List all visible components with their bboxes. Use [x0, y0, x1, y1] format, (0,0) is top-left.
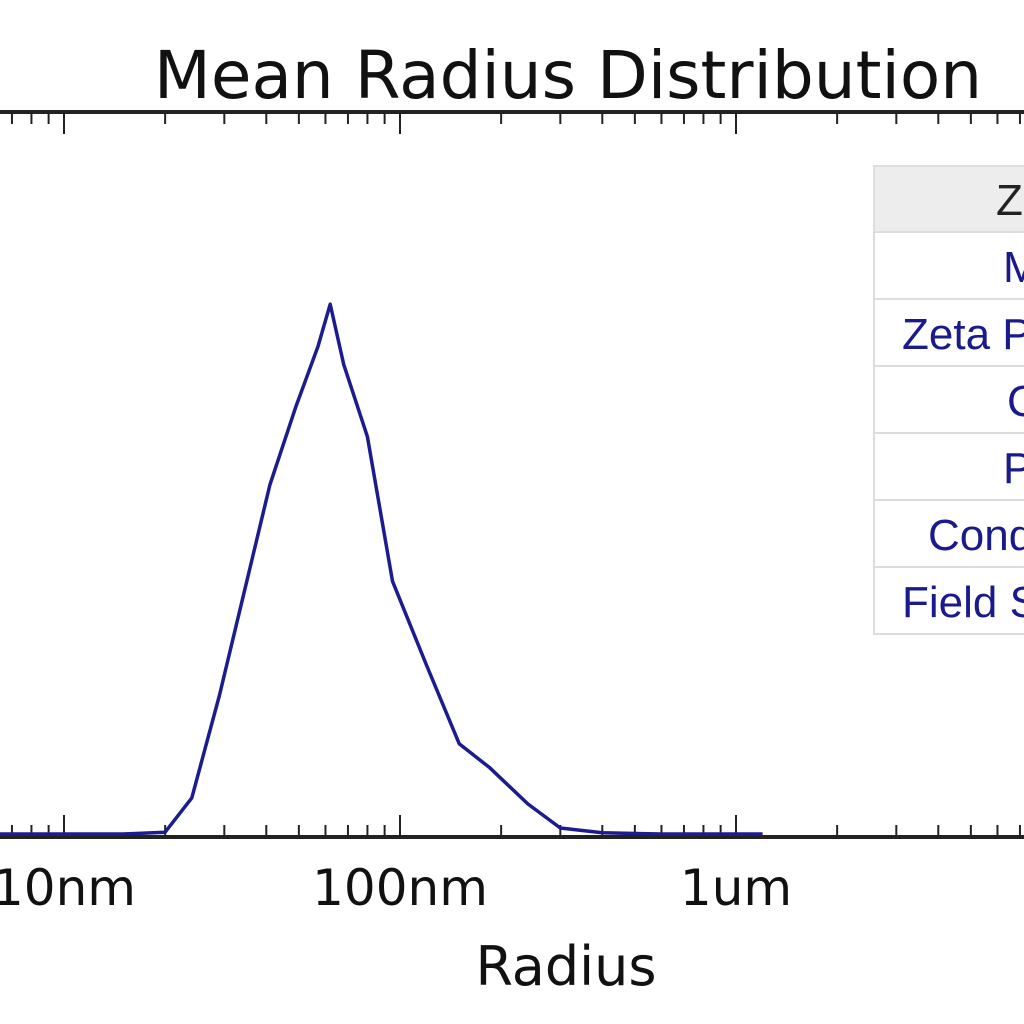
x-tick-label: 10nm	[0, 859, 136, 917]
table-row-label: C	[1007, 377, 1024, 426]
x-tick-label: 100nm	[312, 859, 488, 917]
x-tick-labels: 10nm100nm1um1	[0, 859, 792, 917]
table-header-label: Z	[996, 176, 1023, 225]
plot-frame	[0, 110, 1024, 839]
table-row	[873, 365, 1024, 434]
table-row-label: M	[1003, 243, 1024, 292]
table-row-label: Condu	[928, 511, 1024, 560]
info-table: Z M Zeta Po CP Condu Field St	[873, 165, 1024, 635]
series-line	[0, 302, 763, 836]
table-row	[873, 499, 1024, 568]
x-axis-label: Radius	[475, 935, 656, 998]
table-row	[873, 432, 1024, 501]
table-row	[873, 298, 1024, 367]
table-row-label: P	[1003, 444, 1024, 493]
top-minor-ticks	[10, 112, 1021, 134]
table-row	[873, 231, 1024, 300]
table-row-label: Field St	[902, 578, 1024, 627]
table-row-label: Zeta Po	[902, 310, 1024, 359]
chart-title: Mean Radius Distribution	[154, 37, 982, 114]
table-row	[873, 566, 1024, 635]
table-header-cell	[873, 165, 1024, 233]
table-rows: M Zeta Po CP Condu Field St	[873, 231, 1024, 635]
x-tick-label: 1um	[680, 859, 792, 917]
